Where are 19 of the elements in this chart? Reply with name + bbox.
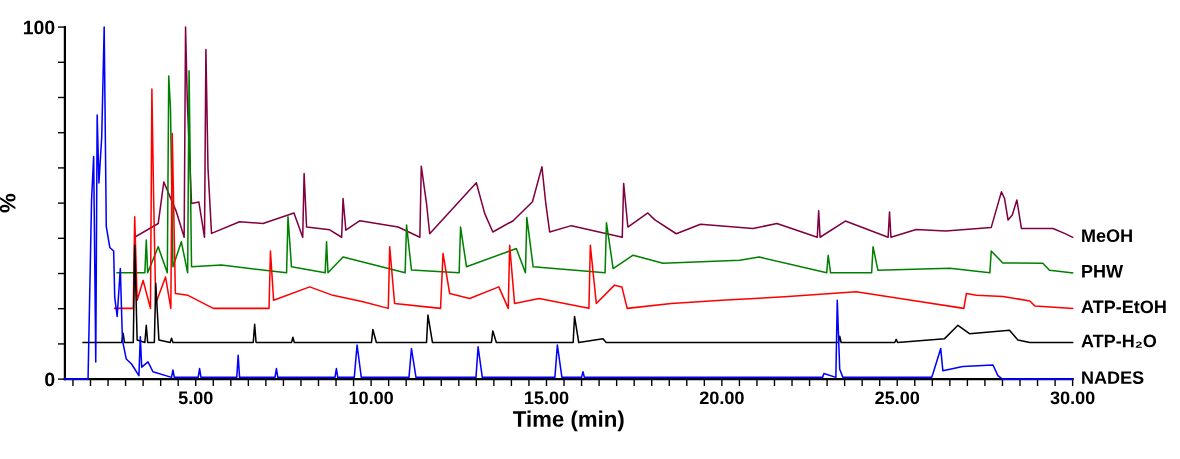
line-series (116, 69, 1074, 274)
line-series (82, 244, 1074, 344)
x-tick-label: 30.00 (1050, 391, 1095, 405)
line-series (133, 26, 1074, 239)
x-tick-label: 20.00 (699, 391, 744, 405)
y-tick-label: 0 (45, 372, 55, 387)
series-label: MeOH (1082, 229, 1132, 243)
series-label: ATP-EtOH (1081, 300, 1166, 314)
x-axis-title: Time (min) (513, 410, 624, 432)
x-tick-label: 25.00 (875, 391, 920, 405)
y-axis-title: % (0, 193, 16, 213)
y-tick-label: 100 (23, 20, 55, 35)
line-series (113, 88, 1074, 310)
series-label: NADES (1082, 371, 1144, 384)
series-label: ATP-H₂O (1081, 334, 1157, 348)
x-tick-label: 5.00 (178, 391, 213, 405)
x-tick-label: 15.00 (525, 391, 569, 405)
x-tick-label: 10.00 (349, 391, 393, 405)
series-label: PHW (1082, 265, 1124, 278)
